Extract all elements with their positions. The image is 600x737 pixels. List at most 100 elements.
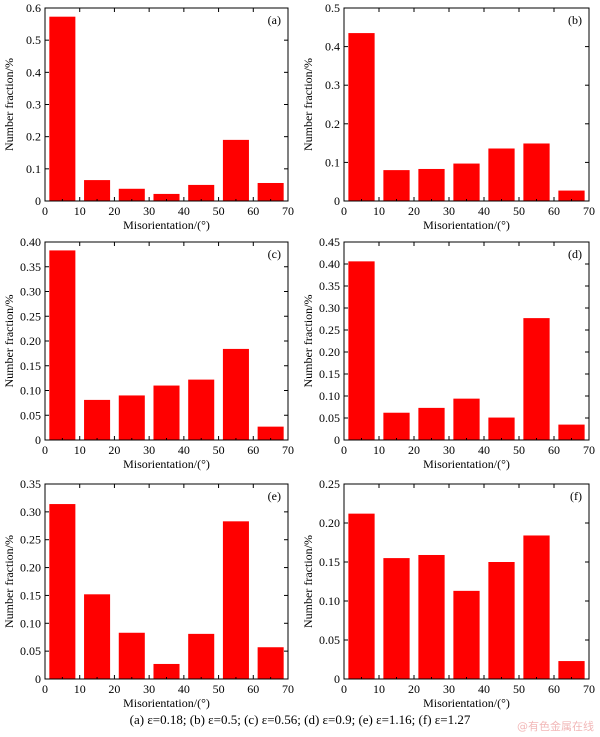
y-axis-label: Number fraction/% [301, 295, 315, 388]
x-tick-label: 0 [42, 682, 48, 696]
y-tick-label: 0.35 [20, 477, 41, 491]
figure-caption: (a) ε=0.18; (b) ε=0.5; (c) ε=0.56; (d) ε… [129, 712, 471, 727]
y-tick-label: 0.10 [20, 384, 41, 398]
x-tick-label: 20 [108, 204, 120, 218]
x-tick-label: 70 [583, 443, 595, 457]
bar [453, 398, 480, 440]
bar [418, 407, 445, 440]
y-tick-label: 0.15 [20, 588, 41, 602]
bar [488, 417, 515, 440]
bar [84, 180, 111, 201]
panel-label: (b) [568, 13, 582, 27]
x-tick-label: 70 [583, 682, 595, 696]
bar [257, 182, 284, 201]
y-tick-label: 0.5 [26, 33, 41, 47]
y-tick-label: 0.4 [26, 65, 41, 79]
y-tick-label: 0.35 [20, 260, 41, 274]
y-tick-label: 0.20 [20, 334, 41, 348]
x-tick-label: 60 [247, 204, 259, 218]
x-tick-label: 70 [282, 204, 294, 218]
panel-label: (e) [268, 489, 281, 503]
x-tick-label: 40 [178, 443, 190, 457]
panel-label: (f) [570, 489, 582, 503]
y-tick-label: 0 [334, 433, 340, 447]
x-tick-label: 60 [548, 443, 560, 457]
y-axis-label: Number fraction/% [2, 295, 16, 388]
x-tick-label: 10 [373, 443, 385, 457]
chart-panel-a: 0 10 20 30 40 50 60 70 0 0.1 0.2 0.3 0.4 0.5 0.6 Misori… [2, 1, 294, 232]
x-tick-label: 20 [108, 682, 120, 696]
bar [222, 139, 249, 201]
y-tick-label: 0 [35, 194, 41, 208]
y-tick-label: 0.4 [325, 40, 340, 54]
x-tick-label: 40 [178, 682, 190, 696]
x-tick-label: 50 [513, 682, 525, 696]
x-tick-label: 70 [583, 204, 595, 218]
x-axis-label: Misorientation/(°) [123, 218, 210, 232]
x-tick-label: 30 [143, 443, 155, 457]
y-tick-label: 0.15 [20, 359, 41, 373]
y-tick-label: 0.20 [319, 516, 340, 530]
y-tick-label: 0.05 [20, 408, 41, 422]
panel-label: (c) [268, 247, 281, 261]
x-tick-label: 50 [213, 204, 225, 218]
y-tick-label: 0 [35, 672, 41, 686]
x-tick-label: 30 [443, 443, 455, 457]
bar [558, 661, 585, 679]
x-tick-label: 50 [513, 204, 525, 218]
bar [153, 663, 180, 679]
x-tick-label: 60 [548, 682, 560, 696]
x-tick-label: 60 [548, 204, 560, 218]
x-tick-label: 20 [108, 443, 120, 457]
y-tick-label: 0.25 [20, 309, 41, 323]
y-tick-label: 0.15 [319, 555, 340, 569]
panel-label: (d) [568, 247, 582, 261]
x-tick-label: 10 [74, 204, 86, 218]
bar [453, 163, 480, 201]
y-tick-label: 0.2 [26, 130, 41, 144]
x-tick-label: 40 [478, 443, 490, 457]
x-tick-label: 50 [213, 682, 225, 696]
y-tick-label: 0.1 [26, 162, 41, 176]
x-axis-label: Misorientation/(°) [423, 696, 510, 710]
y-axis-label: Number fraction/% [2, 58, 16, 151]
bar [153, 193, 180, 201]
x-tick-label: 40 [178, 204, 190, 218]
bar [383, 558, 410, 679]
bar [222, 348, 249, 440]
y-tick-label: 0.20 [319, 345, 340, 359]
x-tick-label: 30 [143, 682, 155, 696]
bar [523, 318, 550, 440]
x-tick-label: 30 [443, 204, 455, 218]
x-tick-label: 10 [373, 204, 385, 218]
x-tick-label: 10 [74, 443, 86, 457]
bar [348, 513, 375, 679]
y-tick-label: 0.05 [20, 644, 41, 658]
x-tick-label: 0 [42, 443, 48, 457]
bar [348, 261, 375, 440]
x-tick-label: 0 [42, 204, 48, 218]
x-tick-label: 0 [341, 682, 347, 696]
bar [558, 424, 585, 440]
x-tick-label: 30 [443, 682, 455, 696]
y-axis-label: Number fraction/% [301, 58, 315, 151]
y-tick-label: 0.15 [319, 367, 340, 381]
chart-panel-e: 0 10 20 30 40 50 60 70 0 0.05 0.10 0.15 0.20 0.25 0.30… [2, 477, 294, 710]
x-axis-label: Misorientation/(°) [423, 218, 510, 232]
y-tick-label: 0.10 [319, 389, 340, 403]
y-tick-label: 0.30 [20, 505, 41, 519]
panel-label: (a) [268, 13, 281, 27]
chart-panel-c: 0 10 20 30 40 50 60 70 0 0.05 0.10 0.15 0.20 0.25 0.30… [2, 235, 294, 471]
y-tick-label: 0.05 [319, 411, 340, 425]
bar [348, 33, 375, 202]
y-tick-label: 0.10 [319, 594, 340, 608]
x-tick-label: 40 [478, 682, 490, 696]
bar [188, 633, 215, 679]
x-tick-label: 50 [213, 443, 225, 457]
x-tick-label: 70 [282, 443, 294, 457]
x-tick-label: 20 [408, 204, 420, 218]
y-tick-label: 0 [334, 194, 340, 208]
bar [453, 590, 480, 679]
x-tick-label: 0 [341, 204, 347, 218]
